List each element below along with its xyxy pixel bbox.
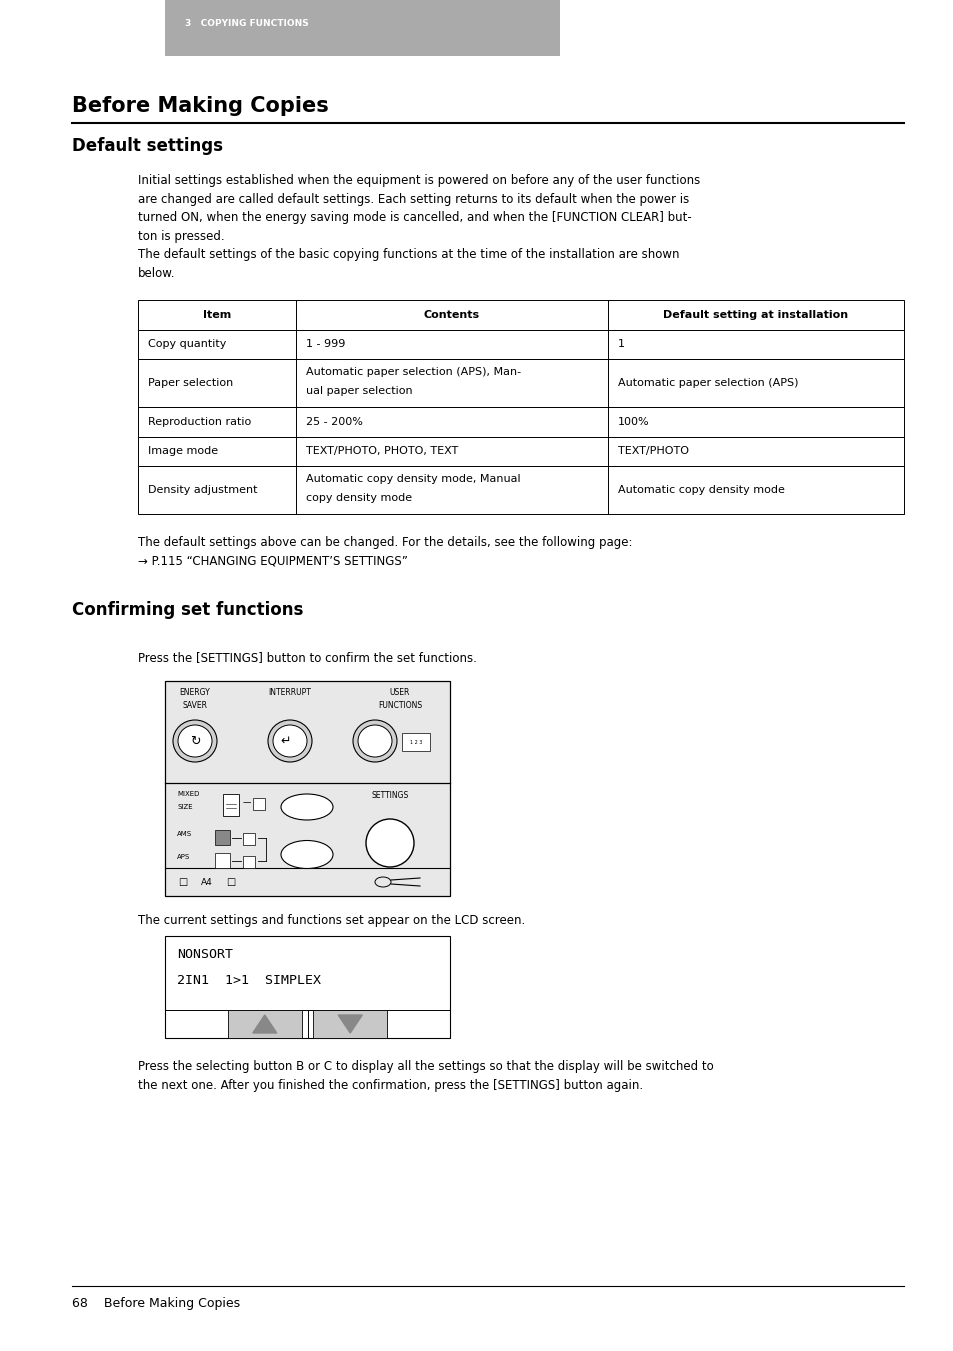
Bar (165, 681, 450, 896)
Text: SETTINGS: SETTINGS (371, 790, 408, 800)
Text: Automatic copy density mode: Automatic copy density mode (618, 485, 784, 494)
Ellipse shape (353, 720, 396, 762)
Text: ual paper selection: ual paper selection (306, 385, 413, 396)
Text: 68    Before Making Copies: 68 Before Making Copies (71, 1297, 240, 1310)
Bar (138, 359, 903, 407)
Text: SIZE: SIZE (177, 804, 193, 811)
Text: the next one. After you finished the confirmation, press the [SETTINGS] button a: the next one. After you finished the con… (138, 1078, 642, 1092)
Text: → P.115 “CHANGING EQUIPMENT’S SETTINGS”: → P.115 “CHANGING EQUIPMENT’S SETTINGS” (138, 554, 408, 567)
Bar (138, 466, 903, 513)
Text: Press the [SETTINGS] button to confirm the set functions.: Press the [SETTINGS] button to confirm t… (138, 651, 476, 663)
Ellipse shape (357, 725, 392, 757)
Bar (313, 1011, 387, 1038)
Text: Image mode: Image mode (148, 446, 218, 457)
Text: AMS: AMS (177, 831, 192, 838)
Text: Copy quantity: Copy quantity (148, 339, 226, 350)
Bar (253, 798, 265, 811)
Bar (138, 300, 903, 330)
Text: ↻: ↻ (190, 735, 200, 747)
Bar (214, 852, 230, 867)
Bar (401, 734, 430, 751)
Text: Item: Item (203, 309, 231, 320)
Ellipse shape (281, 840, 333, 869)
Ellipse shape (178, 725, 212, 757)
Text: The current settings and functions set appear on the LCD screen.: The current settings and functions set a… (138, 915, 525, 927)
Text: Automatic paper selection (APS): Automatic paper selection (APS) (618, 378, 798, 388)
Polygon shape (338, 1015, 362, 1034)
Polygon shape (253, 1015, 276, 1034)
Text: copy density mode: copy density mode (306, 493, 412, 503)
Text: NONSORT: NONSORT (177, 948, 233, 961)
Bar (165, 936, 450, 1038)
Text: TEXT/PHOTO: TEXT/PHOTO (618, 446, 688, 457)
Text: Paper selection: Paper selection (148, 378, 233, 388)
Text: TEXT/PHOTO, PHOTO, TEXT: TEXT/PHOTO, PHOTO, TEXT (306, 446, 457, 457)
Text: □: □ (178, 877, 188, 888)
Text: are changed are called default settings. Each setting returns to its default whe: are changed are called default settings.… (138, 192, 688, 205)
Text: 2IN1  1>1  SIMPLEX: 2IN1 1>1 SIMPLEX (177, 974, 320, 988)
Text: Contents: Contents (423, 309, 479, 320)
Text: Initial settings established when the equipment is powered on before any of the : Initial settings established when the eq… (138, 174, 700, 186)
Text: 1: 1 (618, 339, 624, 350)
Text: 1 - 999: 1 - 999 (306, 339, 345, 350)
Text: □: □ (226, 877, 235, 888)
Text: A4: A4 (201, 878, 213, 886)
Ellipse shape (366, 819, 414, 867)
Text: 3   COPYING FUNCTIONS: 3 COPYING FUNCTIONS (185, 19, 309, 28)
Text: FUNCTIONS: FUNCTIONS (377, 701, 421, 711)
Text: Automatic paper selection (APS), Man-: Automatic paper selection (APS), Man- (306, 367, 520, 377)
Text: Default settings: Default settings (71, 136, 223, 155)
Text: Before Making Copies: Before Making Copies (71, 96, 329, 116)
Text: ton is pressed.: ton is pressed. (138, 230, 224, 242)
Bar (165, 0, 559, 55)
Text: SAVER: SAVER (182, 701, 208, 711)
Text: USER: USER (390, 688, 410, 697)
Text: APS: APS (177, 854, 190, 861)
Text: ENERGY: ENERGY (179, 688, 211, 697)
Text: 100%: 100% (618, 416, 649, 427)
Ellipse shape (172, 720, 216, 762)
Text: turned ON, when the energy saving mode is cancelled, and when the [FUNCTION CLEA: turned ON, when the energy saving mode i… (138, 211, 691, 224)
Ellipse shape (268, 720, 312, 762)
Bar (214, 830, 230, 844)
Text: Density adjustment: Density adjustment (148, 485, 257, 494)
Text: below.: below. (138, 266, 175, 280)
Bar (223, 794, 239, 816)
Ellipse shape (281, 794, 333, 820)
Text: 25 - 200%: 25 - 200% (306, 416, 362, 427)
Text: MIXED: MIXED (177, 790, 199, 797)
Ellipse shape (273, 725, 307, 757)
Bar (138, 330, 903, 359)
Text: Reproduction ratio: Reproduction ratio (148, 416, 251, 427)
Bar (243, 834, 254, 844)
Text: Press the selecting button B or C to display all the settings so that the displa: Press the selecting button B or C to dis… (138, 1061, 713, 1073)
Text: Confirming set functions: Confirming set functions (71, 601, 303, 619)
Text: The default settings of the basic copying functions at the time of the installat: The default settings of the basic copyin… (138, 249, 679, 261)
Text: ↵: ↵ (280, 735, 291, 747)
Text: —: — (243, 798, 251, 808)
Bar (138, 436, 903, 466)
Text: 1 2 3: 1 2 3 (410, 739, 422, 744)
Bar (243, 857, 254, 867)
Bar (228, 1011, 301, 1038)
Text: INTERRUPT: INTERRUPT (269, 688, 311, 697)
Text: Automatic copy density mode, Manual: Automatic copy density mode, Manual (306, 474, 520, 484)
Bar (138, 407, 903, 436)
Text: The default settings above can be changed. For the details, see the following pa: The default settings above can be change… (138, 536, 632, 549)
Text: Default setting at installation: Default setting at installation (662, 309, 847, 320)
